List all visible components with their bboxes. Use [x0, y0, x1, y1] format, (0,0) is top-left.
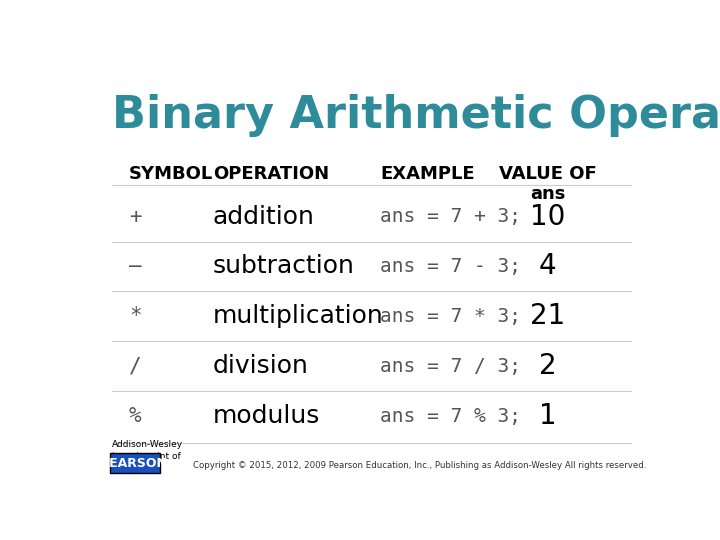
Text: 4: 4 [539, 253, 557, 280]
Text: ans = 7 % 3;: ans = 7 % 3; [380, 407, 521, 426]
Text: modulus: modulus [213, 404, 320, 428]
Text: ans = 7 / 3;: ans = 7 / 3; [380, 357, 521, 376]
Text: Copyright © 2015, 2012, 2009 Pearson Education, Inc., Publishing as Addison-Wesl: Copyright © 2015, 2012, 2009 Pearson Edu… [193, 461, 647, 470]
Text: Addison-Wesley
is an imprint of: Addison-Wesley is an imprint of [112, 440, 184, 461]
Text: ans = 7 - 3;: ans = 7 - 3; [380, 257, 521, 276]
Text: ans = 7 * 3;: ans = 7 * 3; [380, 307, 521, 326]
Text: multiplication: multiplication [213, 305, 384, 328]
Text: *: * [129, 306, 142, 326]
Text: –: – [129, 256, 142, 276]
Text: %: % [129, 406, 142, 426]
Text: addition: addition [213, 205, 315, 228]
Text: VALUE OF
ans: VALUE OF ans [499, 165, 596, 204]
Text: Binary Arithmetic Operators: Binary Arithmetic Operators [112, 94, 720, 137]
Text: 2: 2 [539, 352, 557, 380]
Text: EXAMPLE: EXAMPLE [380, 165, 474, 183]
Text: division: division [213, 354, 309, 378]
Text: PEARSON: PEARSON [102, 457, 168, 470]
Text: 10: 10 [530, 202, 565, 231]
Text: 1: 1 [539, 402, 557, 430]
Text: SYMBOL: SYMBOL [129, 165, 213, 183]
Text: ans = 7 + 3;: ans = 7 + 3; [380, 207, 521, 226]
Text: subtraction: subtraction [213, 254, 355, 279]
FancyBboxPatch shape [109, 453, 160, 473]
Text: /: / [129, 356, 142, 376]
Text: OPERATION: OPERATION [213, 165, 329, 183]
Text: +: + [129, 207, 142, 227]
Text: 21: 21 [530, 302, 565, 330]
